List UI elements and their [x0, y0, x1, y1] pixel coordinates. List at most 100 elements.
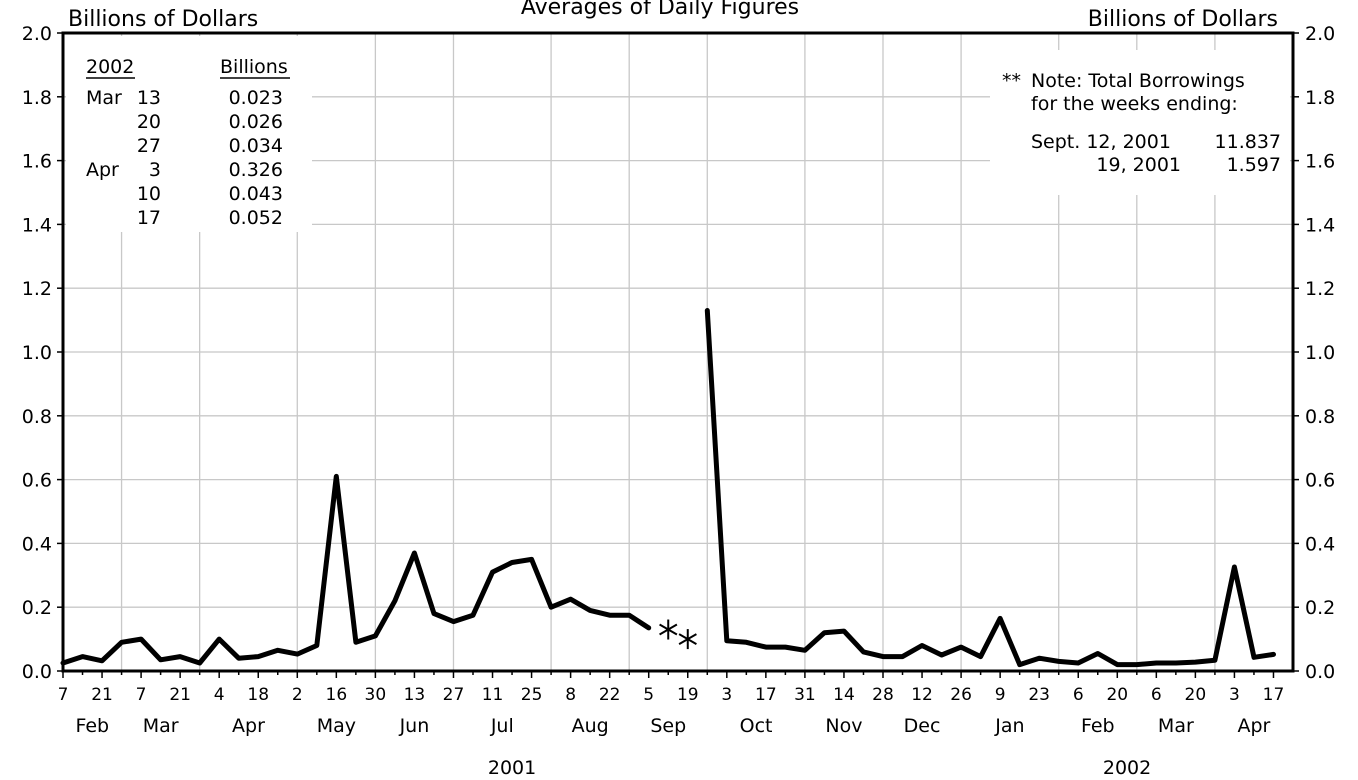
note-marker: **	[1002, 70, 1021, 92]
note-line-1: Note: Total Borrowings	[1031, 70, 1245, 92]
note-row1-date: Sept. 12, 2001	[1031, 131, 1171, 153]
y-tick-label-right: 1.8	[1305, 87, 1335, 109]
y-tick-label-right: 0.6	[1305, 470, 1335, 492]
month-label: Jul	[490, 715, 514, 737]
x-tick-label: 17	[1263, 685, 1285, 705]
x-tick-label: 9	[995, 685, 1006, 705]
inset-row-day: 13	[137, 87, 161, 109]
month-label: Apr	[1238, 715, 1271, 737]
x-tick-label: 8	[565, 685, 576, 705]
note-line-2: for the weeks ending:	[1031, 93, 1238, 115]
x-tick-label: 25	[521, 685, 543, 705]
x-tick-label: 11	[482, 685, 504, 705]
note-row1-value: 11.837	[1215, 131, 1281, 153]
x-tick-label: 23	[1028, 685, 1050, 705]
inset-row-day: 10	[137, 183, 161, 205]
series-layer	[60, 308, 1276, 668]
note-row2-date: 19, 2001	[1096, 154, 1181, 176]
y-tick-label-left: 0.6	[22, 470, 52, 492]
inset-row-value: 0.026	[229, 111, 283, 133]
y-tick-label-left: 0.4	[22, 533, 52, 555]
x-tick-label: 3	[1229, 685, 1240, 705]
y-tick-label-left: 1.0	[22, 342, 52, 364]
y-tick-label-right: 0.0	[1305, 661, 1335, 683]
x-tick-label: 18	[247, 685, 269, 705]
y-tick-label-right: 1.4	[1305, 214, 1335, 236]
x-tick-label: 31	[794, 685, 816, 705]
year-label: 2001	[488, 757, 536, 779]
month-label: Jan	[994, 715, 1024, 737]
x-tick-label: 27	[443, 685, 465, 705]
x-tick-label: 6	[1151, 685, 1162, 705]
inset-row-value: 0.034	[229, 135, 283, 157]
x-tick-label: 20	[1185, 685, 1207, 705]
x-tick-label: 7	[136, 685, 147, 705]
y-tick-label-right: 1.0	[1305, 342, 1335, 364]
x-tick-label: 12	[911, 685, 933, 705]
y-tick-label-left: 2.0	[22, 23, 52, 45]
inset-year-header: 2002	[86, 56, 134, 78]
inset-row-day: 3	[149, 159, 161, 181]
series-line-segment	[60, 473, 652, 666]
y-tick-label-left: 0.8	[22, 406, 52, 428]
year-label: 2002	[1103, 757, 1151, 779]
inset-row-month: Apr	[86, 159, 119, 181]
month-label: Feb	[75, 715, 109, 737]
x-tick-label: 16	[326, 685, 348, 705]
y-tick-label-left: 1.8	[22, 87, 52, 109]
series-line-segment	[704, 308, 1276, 668]
month-label: Mar	[1158, 715, 1194, 737]
y-tick-label-left: 0.0	[22, 661, 52, 683]
left-axis-unit: Billions of Dollars	[68, 7, 258, 32]
x-tick-label: 20	[1106, 685, 1128, 705]
y-tick-label-right: 0.4	[1305, 533, 1335, 555]
note-row2-value: 1.597	[1227, 154, 1281, 176]
y-tick-label-left: 1.2	[22, 278, 52, 300]
inset-table: 2002 Billions Mar 13 0.023 20 0.026 27 0…	[86, 56, 290, 229]
asterisk-stroke	[659, 623, 678, 636]
month-label: Jun	[399, 715, 430, 737]
y-tick-label-right: 0.8	[1305, 406, 1335, 428]
x-tick-label: 21	[91, 685, 113, 705]
inset-value-header: Billions	[220, 56, 288, 78]
x-tick-label: 17	[755, 685, 777, 705]
month-label: Feb	[1081, 715, 1115, 737]
off-scale-asterisk	[659, 619, 678, 640]
inset-row-value: 0.023	[229, 87, 283, 109]
inset-row-value: 0.326	[229, 159, 283, 181]
x-tick-label: 22	[599, 685, 621, 705]
x-tick-label: 5	[643, 685, 654, 705]
x-tick-label: 6	[1073, 685, 1084, 705]
inset-row-day: 27	[137, 135, 161, 157]
y-tick-label-right: 0.2	[1305, 597, 1335, 619]
y-tick-label-right: 1.6	[1305, 151, 1335, 173]
chart-title: Averages of Daily Figures	[521, 0, 799, 20]
month-label: Nov	[825, 715, 862, 737]
month-label: Oct	[740, 715, 773, 737]
x-tick-label: 7	[58, 685, 69, 705]
month-label: May	[317, 715, 356, 737]
inset-row-month: Mar	[86, 87, 122, 109]
right-axis-unit: Billions of Dollars	[1088, 7, 1278, 32]
x-tick-label: 14	[833, 685, 855, 705]
inset-row-day: 17	[137, 207, 161, 229]
plot-frame	[61, 31, 1295, 673]
asterisk-stroke	[678, 633, 697, 645]
x-tick-label: 3	[721, 685, 732, 705]
inset-row-day: 20	[137, 111, 161, 133]
y-tick-label-right: 1.2	[1305, 278, 1335, 300]
y-tick-label-right: 2.0	[1305, 23, 1335, 45]
x-tick-label: 19	[677, 685, 699, 705]
inset-row-value: 0.043	[229, 183, 283, 205]
off-scale-asterisk	[678, 629, 697, 650]
inset-table-background	[66, 36, 312, 232]
month-label: Aug	[572, 715, 609, 737]
axis-labels: 0.0 0.0 0.2 0.2 0.4 0.4 0.6 0.6 0.8 0.8 1.0 1.0 1.2 1…	[22, 23, 1335, 779]
y-tick-label-left: 1.6	[22, 151, 52, 173]
x-tick-label: 4	[214, 685, 225, 705]
x-tick-label: 13	[404, 685, 426, 705]
x-tick-label: 28	[872, 685, 894, 705]
y-tick-label-left: 1.4	[22, 214, 52, 236]
inset-row-value: 0.052	[229, 207, 283, 229]
